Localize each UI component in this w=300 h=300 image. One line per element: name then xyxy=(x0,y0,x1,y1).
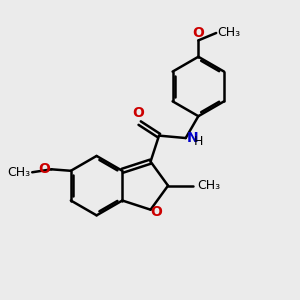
Text: O: O xyxy=(150,205,162,219)
Text: O: O xyxy=(192,26,204,40)
Text: N: N xyxy=(187,131,198,145)
Text: O: O xyxy=(38,162,50,176)
Text: CH₃: CH₃ xyxy=(198,179,221,192)
Text: H: H xyxy=(194,135,203,148)
Text: CH₃: CH₃ xyxy=(218,26,241,39)
Text: CH₃: CH₃ xyxy=(7,167,30,179)
Text: O: O xyxy=(132,106,144,120)
